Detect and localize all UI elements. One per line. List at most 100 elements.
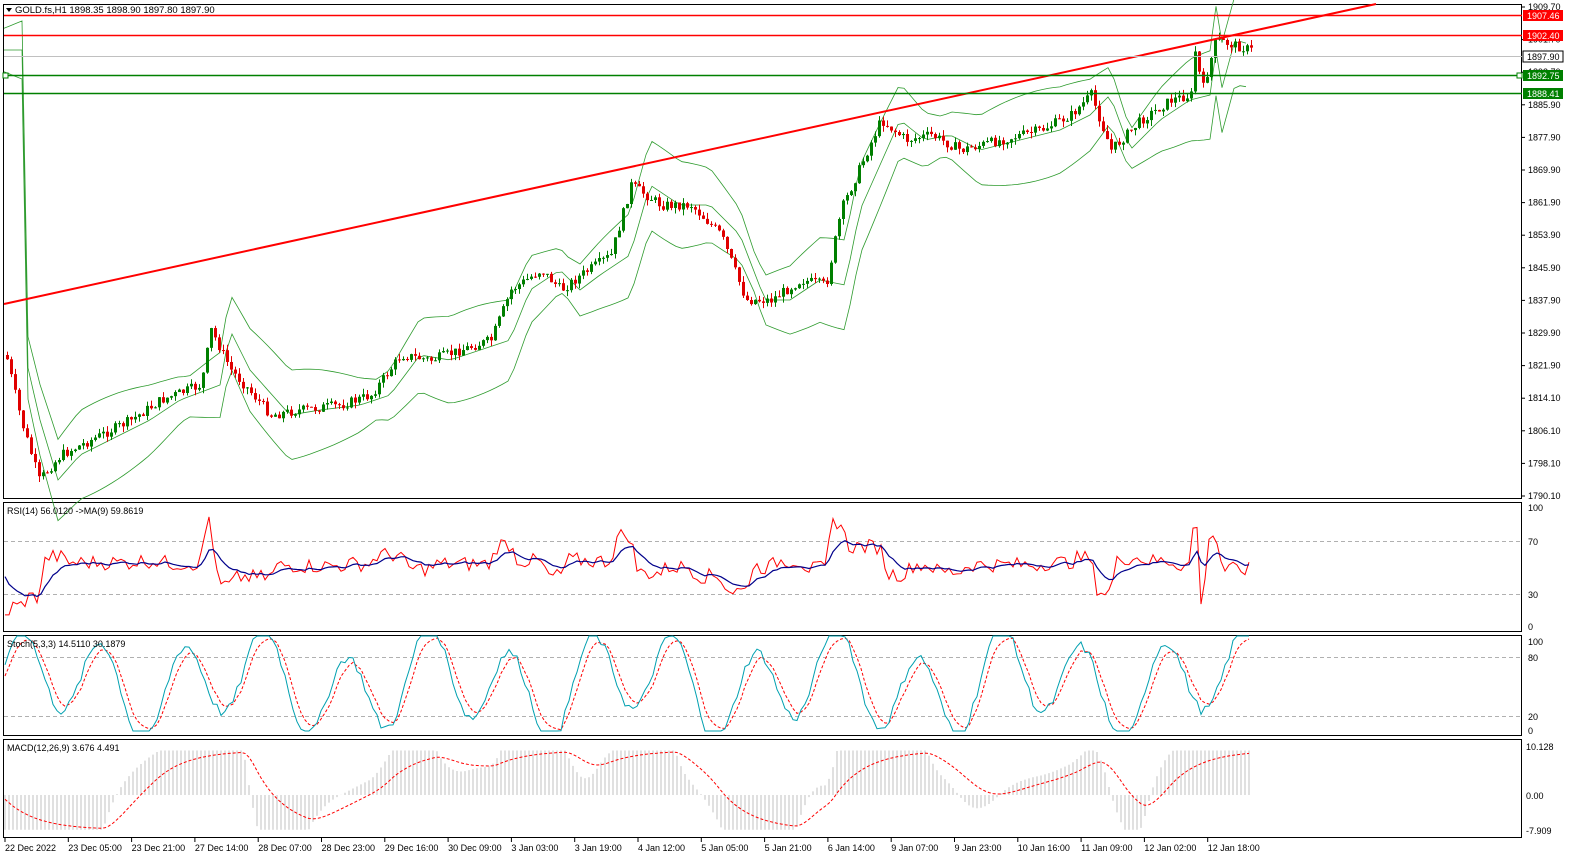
macd-signal-line: [4, 751, 1250, 829]
support-line-handle-right[interactable]: [1516, 72, 1523, 79]
price-tick-label: 1829.90: [1528, 328, 1561, 338]
candle-body: [210, 328, 213, 348]
candle-body: [326, 403, 329, 405]
candle-body: [530, 276, 533, 279]
stoch-tick-80: 80: [1528, 653, 1538, 663]
candle-body: [1182, 95, 1185, 102]
candle-body: [630, 182, 633, 204]
candle-body: [1178, 95, 1181, 98]
candle-body: [354, 397, 357, 403]
candle-body: [362, 394, 365, 397]
candle-body: [690, 207, 693, 209]
candle-body: [1214, 39, 1217, 58]
candle-body: [222, 350, 225, 352]
candle-body: [954, 142, 957, 150]
resistance-trendline[interactable]: [3, 3, 1377, 305]
candle-body: [146, 405, 149, 416]
candle-body: [90, 439, 93, 447]
time-tick-label: 30 Dec 09:00: [448, 843, 502, 853]
candle-body: [914, 138, 917, 141]
candle-body: [98, 433, 101, 438]
candle-body: [1118, 141, 1121, 145]
candle-body: [294, 414, 297, 416]
candle-body: [234, 369, 237, 374]
candle-body: [386, 375, 389, 377]
time-tick-label: 11 Jan 09:00: [1081, 843, 1132, 853]
triangle-down-icon[interactable]: [6, 8, 12, 12]
candle-body: [1134, 127, 1137, 131]
candle-body: [306, 405, 309, 407]
candle-body: [22, 410, 25, 429]
time-tick-label: 6 Jan 14:00: [828, 843, 875, 853]
macd-tick-zero: 0.00: [1526, 791, 1544, 801]
price-tick-label: 1861.90: [1528, 198, 1561, 208]
candle-body: [174, 392, 177, 397]
candle-body: [118, 423, 121, 425]
time-tick-label: 28 Dec 23:00: [322, 843, 376, 853]
candle-body: [218, 337, 221, 351]
candle-body: [722, 230, 725, 237]
candle-body: [1078, 106, 1081, 115]
candle-body: [566, 290, 569, 292]
candle-body: [1146, 120, 1149, 124]
candle-body: [1226, 39, 1229, 45]
candle-body: [242, 381, 245, 389]
price-panel[interactable]: [3, 4, 1522, 499]
time-tick-label: 28 Dec 07:00: [258, 843, 312, 853]
candle-body: [154, 407, 157, 409]
candle-body: [478, 345, 481, 350]
candle-body: [890, 126, 893, 131]
candle-body: [458, 348, 461, 356]
candle-body: [410, 354, 413, 360]
stoch-panel[interactable]: [3, 635, 1522, 736]
macd-panel[interactable]: [3, 739, 1522, 838]
candle-body: [422, 358, 425, 360]
stoch-main-line: [4, 635, 1249, 732]
candle-body: [810, 277, 813, 281]
candle-body: [798, 284, 801, 289]
candle-body: [662, 206, 665, 210]
candle-body: [570, 279, 573, 291]
candle-body: [1074, 111, 1077, 115]
candle-body: [290, 409, 293, 416]
candle-body: [678, 202, 681, 210]
candle-body: [834, 236, 837, 263]
candle-body: [882, 120, 885, 126]
time-tick-label: 23 Dec 21:00: [132, 843, 186, 853]
candle-body: [1102, 121, 1105, 132]
candle-body: [1114, 141, 1117, 150]
candle-body: [390, 369, 393, 377]
candle-body: [38, 462, 41, 477]
stoch-tick-0: 0: [1528, 726, 1533, 736]
candle-body: [130, 417, 133, 420]
candle-body: [42, 472, 45, 477]
candle-body: [214, 328, 217, 338]
candle-body: [50, 471, 53, 473]
candle-body: [862, 161, 865, 166]
candle-body: [982, 141, 985, 146]
candle-body: [358, 396, 361, 403]
candle-body: [558, 283, 561, 285]
support-line-handle-left[interactable]: [2, 72, 9, 79]
candle-body: [78, 445, 81, 450]
candle-body: [238, 373, 241, 382]
candle-body: [366, 394, 369, 400]
candle-body: [854, 183, 857, 192]
candle-body: [6, 355, 9, 360]
candle-body: [682, 203, 685, 210]
candle-body: [986, 141, 989, 143]
candle-body: [606, 255, 609, 258]
candle-body: [730, 248, 733, 258]
candle-body: [70, 451, 73, 456]
candle-body: [26, 428, 29, 438]
price-tick-label: 1837.90: [1528, 295, 1561, 305]
rsi-panel[interactable]: [3, 502, 1522, 632]
candle-body: [738, 267, 741, 282]
candle-body: [930, 131, 933, 135]
candle-body: [562, 283, 565, 291]
candle-body: [618, 230, 621, 238]
s2-price-label: 1888.41: [1527, 89, 1560, 99]
candle-body: [286, 409, 289, 412]
time-tick-label: 3 Jan 19:00: [575, 843, 622, 853]
